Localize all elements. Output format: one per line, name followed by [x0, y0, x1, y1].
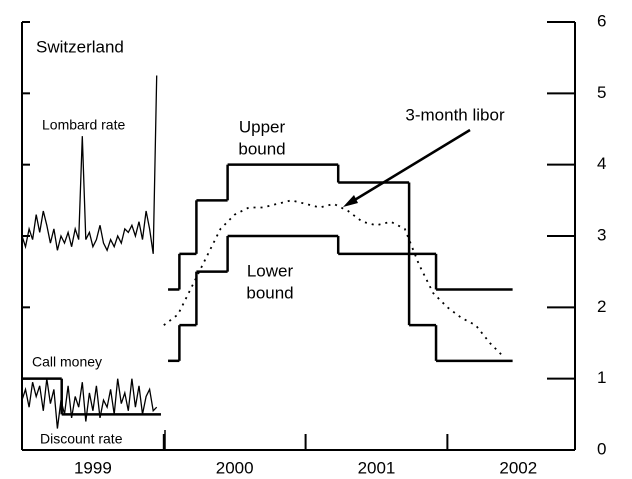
arrow-head [343, 195, 358, 207]
annotation: bound [238, 139, 285, 158]
x-tick-label: 2002 [499, 458, 537, 477]
y-tick-label: 4 [597, 154, 606, 173]
y-tick-label: 1 [597, 368, 606, 387]
annotation: Call money [32, 354, 102, 370]
y-tick-label: 5 [597, 83, 606, 102]
x-tick-label: 1999 [74, 458, 112, 477]
series-line [21, 378, 158, 429]
y-tick-label: 6 [597, 11, 606, 30]
annotation: Lower [247, 261, 294, 280]
x-tick-label: 2001 [358, 458, 396, 477]
chart-title: Switzerland [36, 37, 124, 56]
x-tick-label: 2000 [216, 458, 254, 477]
annotation-arrow [347, 128, 471, 206]
annotation: Upper [239, 117, 286, 136]
annotation: Discount rate [40, 431, 123, 447]
y-tick-label: 3 [597, 225, 606, 244]
series-line [163, 199, 505, 358]
y-tick-label: 2 [597, 297, 606, 316]
annotation: Lombard rate [42, 117, 125, 133]
annotation: 3-month libor [405, 105, 505, 124]
y-tick-label: 0 [597, 439, 606, 458]
series-line [21, 75, 158, 254]
annotation: bound [246, 283, 293, 302]
